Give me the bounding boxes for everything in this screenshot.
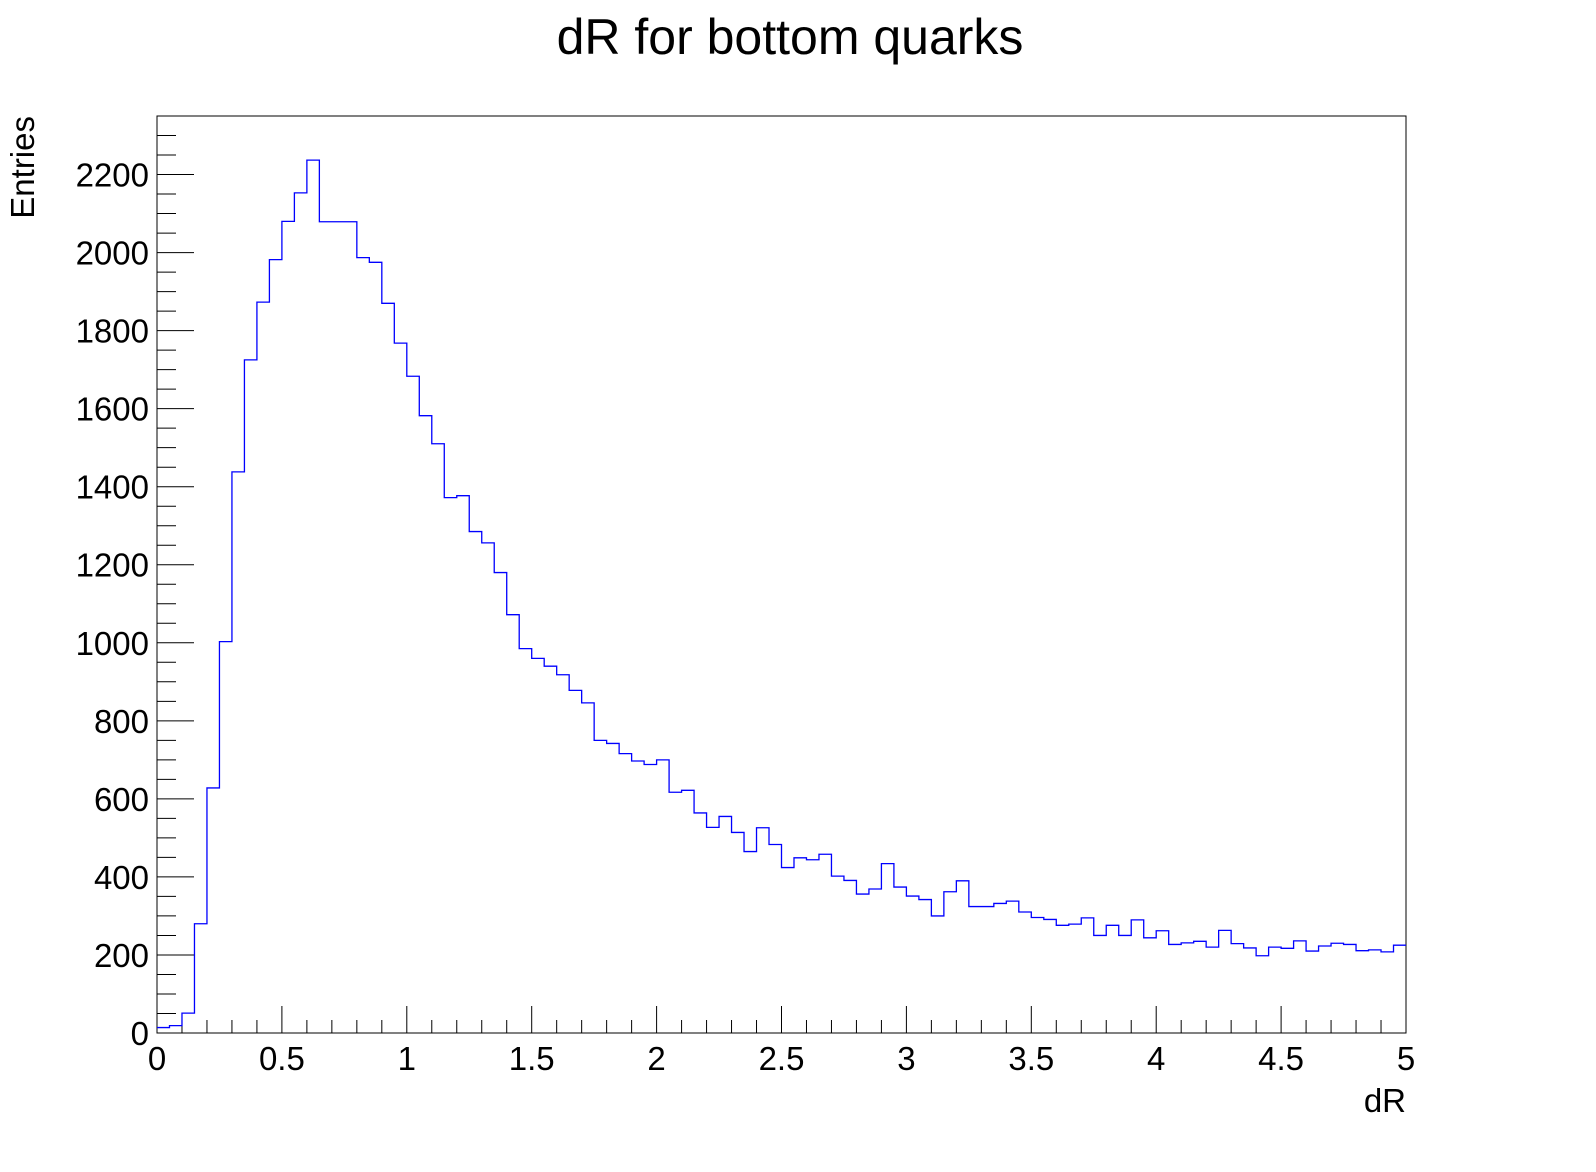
y-tick-label: 800 xyxy=(94,703,149,740)
x-tick-label: 2.5 xyxy=(759,1040,805,1077)
y-tick-label: 2200 xyxy=(76,157,149,194)
x-tick-label: 4.5 xyxy=(1258,1040,1304,1077)
x-tick-label: 1 xyxy=(398,1040,416,1077)
x-tick-label: 3 xyxy=(897,1040,915,1077)
y-tick-label: 600 xyxy=(94,781,149,818)
y-tick-label: 200 xyxy=(94,937,149,974)
y-tick-label: 0 xyxy=(131,1015,149,1052)
x-tick-label: 1.5 xyxy=(509,1040,555,1077)
x-tick-label: 2 xyxy=(647,1040,665,1077)
y-tick-label: 1600 xyxy=(76,391,149,428)
y-tick-label: 1000 xyxy=(76,625,149,662)
y-axis-title: Entries xyxy=(4,116,41,219)
y-tick-label: 2000 xyxy=(76,235,149,272)
y-tick-label: 1800 xyxy=(76,313,149,350)
x-tick-label: 5 xyxy=(1397,1040,1415,1077)
y-tick-label: 1400 xyxy=(76,469,149,506)
y-tick-label: 400 xyxy=(94,859,149,896)
x-axis: 0 0.5 1 1.5 2 2.5 3 3.5 4 4.5 5 xyxy=(148,1006,1415,1077)
y-axis: 0 200 400 600 800 1000 1200 1400 1600 1800 2000 220… xyxy=(76,115,194,1052)
histogram-line xyxy=(157,159,1406,1029)
x-tick-label: 4 xyxy=(1147,1040,1165,1077)
plot-frame xyxy=(156,115,1407,1034)
x-tick-label: 0.5 xyxy=(259,1040,305,1077)
x-tick-label: 0 xyxy=(148,1040,166,1077)
y-tick-label: 1200 xyxy=(76,547,149,584)
x-tick-label: 3.5 xyxy=(1008,1040,1054,1077)
x-axis-title: dR xyxy=(1364,1082,1406,1119)
chart-title: dR for bottom quarks xyxy=(557,9,1024,65)
